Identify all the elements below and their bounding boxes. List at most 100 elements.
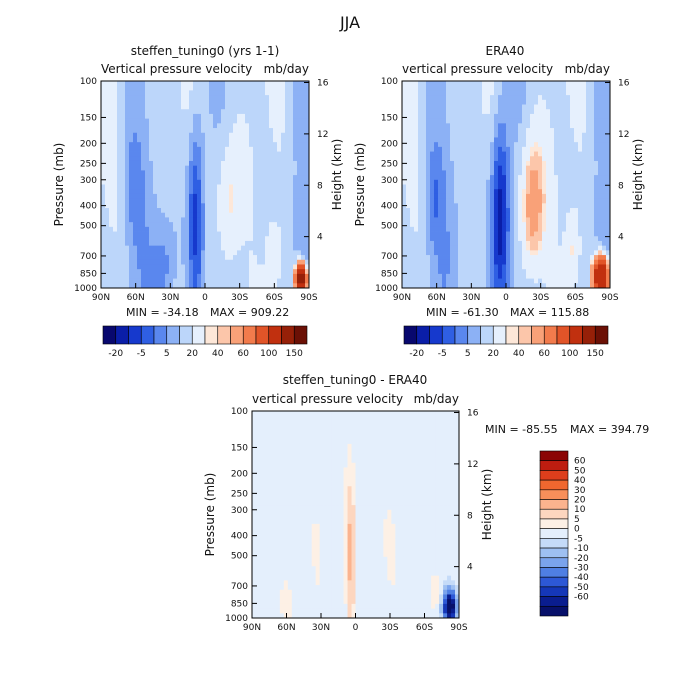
- heatmap-cell: [582, 156, 587, 162]
- colorbar-label: 5: [164, 349, 170, 359]
- heatmap-cell: [267, 514, 273, 520]
- colorbar-label: 60: [539, 349, 551, 359]
- heatmap-cell: [406, 128, 411, 134]
- heatmap-cell: [426, 250, 431, 256]
- heatmap-cell: [177, 142, 182, 148]
- heatmap-cell: [518, 109, 523, 115]
- heatmap-cell: [161, 142, 166, 148]
- heatmap-cell: [558, 222, 563, 228]
- heatmap-cell: [582, 113, 587, 120]
- heatmap-cell: [145, 198, 150, 204]
- heatmap-cell: [225, 170, 230, 176]
- heatmap-cell: [217, 240, 222, 247]
- heatmap-cell: [490, 156, 495, 162]
- heatmap-cell: [261, 132, 266, 138]
- heatmap-cell: [466, 250, 471, 256]
- heatmap-cell: [482, 283, 487, 289]
- heatmap-cell: [263, 476, 269, 482]
- heatmap-cell: [265, 245, 270, 251]
- heatmap-cell: [550, 137, 555, 143]
- heatmap-cell: [252, 599, 257, 605]
- y-tick-label: 850: [80, 269, 97, 279]
- heatmap-cell: [229, 90, 234, 96]
- heatmap-cell: [149, 151, 154, 157]
- heatmap-cell: [121, 132, 126, 138]
- heatmap-cell: [522, 222, 527, 228]
- heatmap-cell: [105, 170, 110, 176]
- heatmap-cell: [522, 189, 527, 195]
- heatmap-cell: [185, 226, 190, 232]
- heatmap-cell: [157, 283, 162, 289]
- heatmap-cell: [285, 90, 290, 96]
- heatmap-cell: [301, 95, 306, 101]
- heatmap-cell: [253, 208, 258, 214]
- heatmap-cell: [277, 109, 282, 115]
- heatmap-cell: [149, 198, 154, 204]
- heatmap-cell: [490, 255, 495, 261]
- heatmap-cell: [273, 160, 278, 167]
- heatmap-cell: [526, 95, 531, 101]
- heatmap-cell: [277, 113, 282, 120]
- heatmap-cell: [442, 128, 447, 134]
- heatmap-cell: [598, 179, 603, 185]
- heatmap-cell: [149, 142, 154, 148]
- heatmap-cell: [490, 81, 495, 87]
- heatmap-cell: [434, 203, 439, 209]
- heatmap-cell: [133, 123, 138, 129]
- heatmap-cell: [526, 156, 531, 162]
- heatmap-cell: [161, 212, 166, 218]
- heatmap-cell: [281, 146, 286, 152]
- heatmap-cell: [594, 104, 599, 110]
- heatmap-cell: [594, 189, 599, 195]
- heatmap-cell: [490, 85, 495, 91]
- heatmap-cell: [434, 165, 439, 171]
- height-tick-label: 8: [618, 181, 624, 191]
- heatmap-cell: [259, 509, 265, 515]
- heatmap-cell: [249, 250, 254, 256]
- heatmap-cell: [574, 137, 579, 143]
- heatmap-cell: [121, 198, 126, 204]
- heatmap-cell: [252, 486, 257, 492]
- heatmap-cell: [257, 208, 262, 214]
- heatmap-cell: [494, 160, 499, 167]
- heatmap-cell: [285, 146, 290, 152]
- heatmap-cell: [422, 118, 427, 124]
- heatmap-cell: [506, 222, 511, 228]
- heatmap-cell: [570, 156, 575, 162]
- colorbar-swatch: [166, 325, 180, 345]
- heatmap-cell: [257, 151, 262, 157]
- heatmap-cell: [297, 226, 302, 232]
- heatmap-cell: [586, 95, 591, 101]
- heatmap-cell: [193, 132, 198, 138]
- heatmap-cell: [221, 85, 226, 91]
- heatmap-cell: [454, 146, 459, 152]
- heatmap-cell: [297, 179, 302, 185]
- heatmap-cell: [185, 146, 190, 152]
- heatmap-cell: [101, 165, 106, 171]
- heatmap-cell: [546, 175, 551, 181]
- heatmap-cell: [498, 240, 503, 247]
- heatmap-cell: [105, 269, 110, 275]
- heatmap-cell: [502, 142, 507, 148]
- heatmap-cell: [410, 160, 415, 167]
- heatmap-cell: [205, 212, 210, 218]
- heatmap-cell: [105, 90, 110, 96]
- heatmap-cell: [594, 259, 599, 265]
- heatmap-cell: [255, 467, 261, 473]
- heatmap-cell: [598, 231, 603, 237]
- heatmap-cell: [169, 198, 174, 204]
- heatmap-cell: [141, 132, 146, 138]
- heatmap-cell: [494, 278, 499, 284]
- heatmap-cell: [586, 212, 591, 218]
- heatmap-cell: [101, 113, 106, 120]
- heatmap-cell: [101, 283, 106, 289]
- heatmap-cell: [498, 203, 503, 209]
- heatmap-cell: [289, 165, 294, 171]
- heatmap-cell: [273, 118, 278, 124]
- heatmap-cell: [105, 142, 110, 148]
- heatmap-cell: [205, 85, 210, 91]
- heatmap-cell: [446, 217, 451, 223]
- heatmap-cell: [271, 589, 277, 595]
- heatmap-cell: [490, 189, 495, 195]
- heatmap-cell: [205, 137, 210, 143]
